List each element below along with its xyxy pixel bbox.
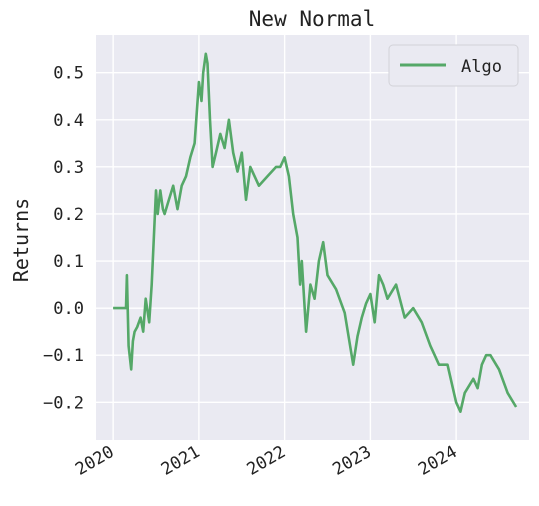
x-tick-labels: 2020 2021 2022 2023 2024 bbox=[72, 442, 460, 480]
y-axis-label: Returns bbox=[9, 198, 33, 282]
y-tick-label: 0.1 bbox=[53, 252, 84, 272]
legend-box bbox=[388, 44, 519, 87]
y-tick-label: 0.0 bbox=[53, 299, 84, 319]
y-tick-label: 0.4 bbox=[53, 111, 84, 131]
y-tick-label: 0.5 bbox=[53, 64, 84, 84]
y-tick-label: −0.2 bbox=[43, 393, 84, 413]
x-tick-label: 2022 bbox=[244, 442, 289, 480]
legend-label-algo: Algo bbox=[461, 57, 502, 77]
x-tick-label: 2020 bbox=[72, 442, 117, 480]
x-tick-label: 2024 bbox=[415, 442, 460, 480]
y-tick-label: 0.2 bbox=[53, 205, 84, 225]
chart-title: New Normal bbox=[249, 7, 375, 31]
y-tick-label: 0.3 bbox=[53, 158, 84, 178]
legend: Algo bbox=[388, 44, 519, 87]
series-line-algo bbox=[113, 52, 518, 414]
plot-background bbox=[96, 35, 529, 440]
y-tick-labels: −0.2 −0.1 0.0 0.1 0.2 0.3 0.4 0.5 bbox=[43, 64, 84, 414]
series-layer bbox=[113, 52, 518, 414]
x-tick-label: 2021 bbox=[158, 442, 203, 480]
grid-lines bbox=[96, 35, 529, 440]
x-tick-label: 2023 bbox=[329, 442, 374, 480]
y-tick-label: −0.1 bbox=[43, 346, 84, 366]
